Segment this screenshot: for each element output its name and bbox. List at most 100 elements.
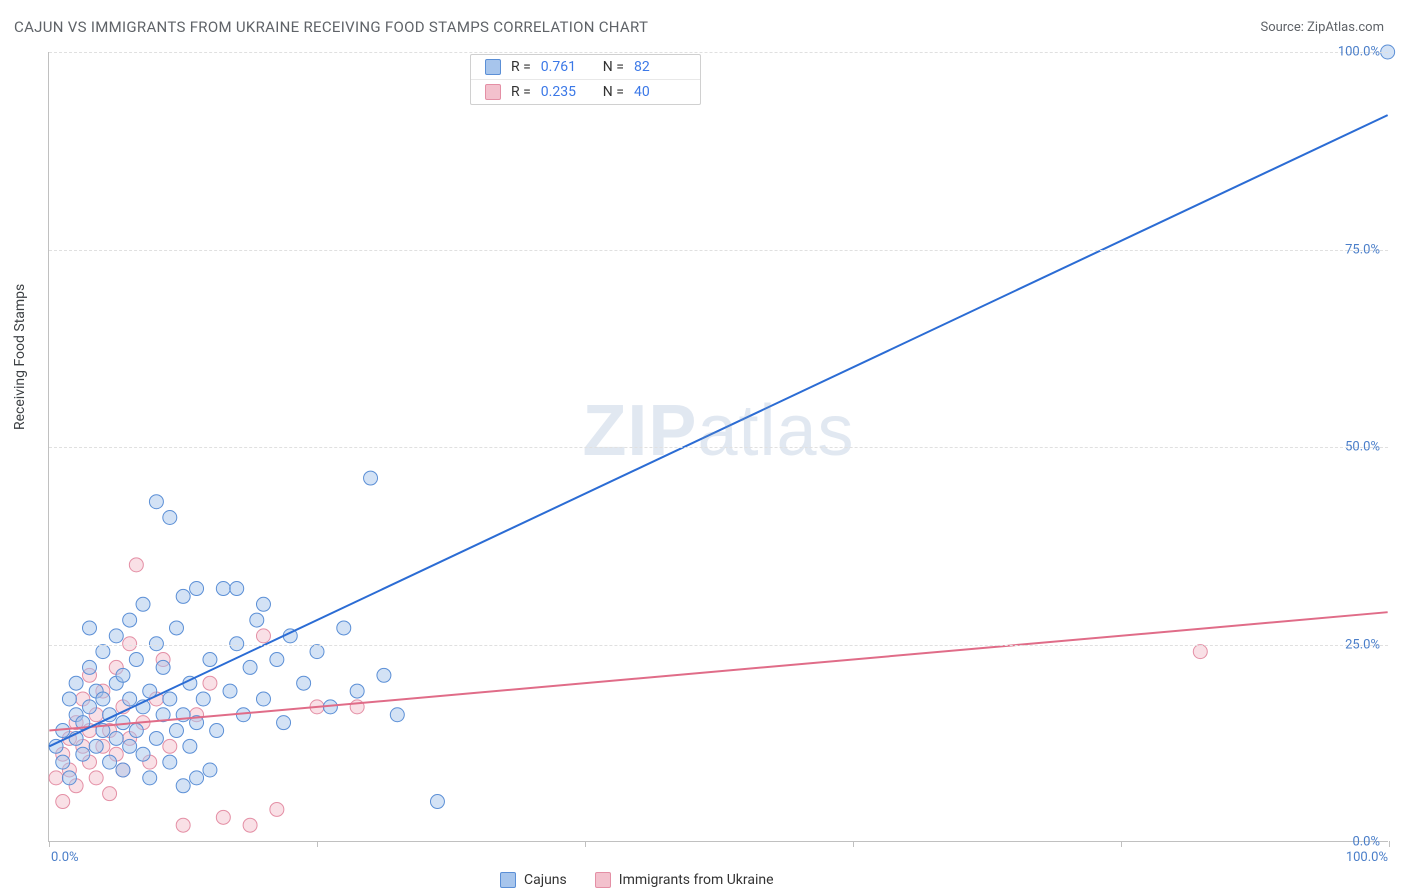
- data-point: [430, 795, 444, 809]
- y-tick-label: 75.0%: [1345, 242, 1380, 257]
- y-tick-label: 25.0%: [1345, 637, 1380, 652]
- x-tick-label: 100.0%: [1346, 850, 1388, 865]
- data-point: [210, 724, 224, 738]
- data-point: [350, 684, 364, 698]
- data-point: [163, 739, 177, 753]
- data-point: [89, 739, 103, 753]
- x-tick: [317, 841, 318, 847]
- x-tick: [49, 841, 50, 847]
- data-point: [143, 771, 157, 785]
- x-tick: [1121, 841, 1122, 847]
- data-point: [163, 755, 177, 769]
- r-label: R =: [511, 84, 531, 100]
- series-label-blue: Cajuns: [524, 872, 567, 888]
- data-point: [129, 558, 143, 572]
- swatch-blue: [500, 872, 516, 888]
- n-value-blue: 82: [634, 59, 686, 75]
- data-point: [1193, 645, 1207, 659]
- data-point: [123, 739, 137, 753]
- data-point: [156, 660, 170, 674]
- data-point: [83, 621, 97, 635]
- data-point: [176, 779, 190, 793]
- data-point: [89, 771, 103, 785]
- data-point: [76, 747, 90, 761]
- n-value-pink: 40: [634, 84, 686, 100]
- series-label-pink: Immigrants from Ukraine: [619, 872, 774, 888]
- data-point: [62, 771, 76, 785]
- data-point: [310, 645, 324, 659]
- x-tick: [1389, 841, 1390, 847]
- data-point: [109, 731, 123, 745]
- data-point: [216, 582, 230, 596]
- data-point: [149, 731, 163, 745]
- series-legend: Cajuns Immigrants from Ukraine: [500, 872, 774, 888]
- data-point: [103, 755, 117, 769]
- gridline: [49, 645, 1388, 646]
- source-label: Source: ZipAtlas.com: [1260, 20, 1384, 35]
- data-point: [123, 692, 137, 706]
- data-point: [337, 621, 351, 635]
- correlation-legend: R = 0.761 N = 82 R = 0.235 N = 40: [470, 54, 701, 105]
- r-label: R =: [511, 59, 531, 75]
- data-point: [203, 653, 217, 667]
- data-point: [56, 795, 70, 809]
- data-point: [243, 818, 257, 832]
- data-point: [136, 747, 150, 761]
- x-tick: [585, 841, 586, 847]
- data-point: [230, 582, 244, 596]
- data-point: [96, 645, 110, 659]
- data-point: [176, 818, 190, 832]
- data-point: [129, 653, 143, 667]
- data-point: [277, 716, 291, 730]
- data-point: [163, 511, 177, 525]
- legend-row-pink: R = 0.235 N = 40: [471, 79, 700, 104]
- data-point: [123, 613, 137, 627]
- legend-item-blue: Cajuns: [500, 872, 567, 888]
- data-point: [203, 763, 217, 777]
- legend-item-pink: Immigrants from Ukraine: [595, 872, 774, 888]
- swatch-blue: [485, 59, 501, 75]
- data-point: [56, 755, 70, 769]
- data-point: [256, 629, 270, 643]
- data-point: [103, 787, 117, 801]
- plot-area: ZIPatlas 0.0%25.0%50.0%75.0%100.0%0.0%10…: [48, 52, 1388, 842]
- data-point: [256, 597, 270, 611]
- data-point: [270, 653, 284, 667]
- swatch-pink: [595, 872, 611, 888]
- data-point: [377, 668, 391, 682]
- data-point: [196, 692, 210, 706]
- data-point: [216, 810, 230, 824]
- data-point: [149, 495, 163, 509]
- r-value-pink: 0.235: [541, 84, 593, 100]
- data-point: [109, 629, 123, 643]
- data-point: [190, 582, 204, 596]
- n-label: N =: [603, 59, 624, 75]
- data-point: [270, 802, 284, 816]
- data-point: [83, 660, 97, 674]
- data-point: [243, 660, 257, 674]
- data-point: [62, 692, 76, 706]
- swatch-pink: [485, 84, 501, 100]
- data-point: [250, 613, 264, 627]
- data-point: [183, 739, 197, 753]
- y-tick-label: 0.0%: [1352, 835, 1380, 850]
- x-tick-label: 0.0%: [51, 850, 79, 865]
- data-point: [116, 668, 130, 682]
- data-point: [190, 771, 204, 785]
- data-point: [83, 700, 97, 714]
- data-point: [223, 684, 237, 698]
- gridline: [49, 447, 1388, 448]
- data-point: [297, 676, 311, 690]
- data-point: [390, 708, 404, 722]
- data-point: [116, 763, 130, 777]
- gridline: [49, 250, 1388, 251]
- data-point: [169, 724, 183, 738]
- y-axis-label: Receiving Food Stamps: [12, 284, 28, 430]
- data-point: [169, 621, 183, 635]
- gridline: [49, 52, 1388, 53]
- data-point: [49, 771, 63, 785]
- legend-row-blue: R = 0.761 N = 82: [471, 55, 700, 79]
- data-point: [136, 597, 150, 611]
- data-point: [96, 692, 110, 706]
- trend-line: [49, 115, 1387, 746]
